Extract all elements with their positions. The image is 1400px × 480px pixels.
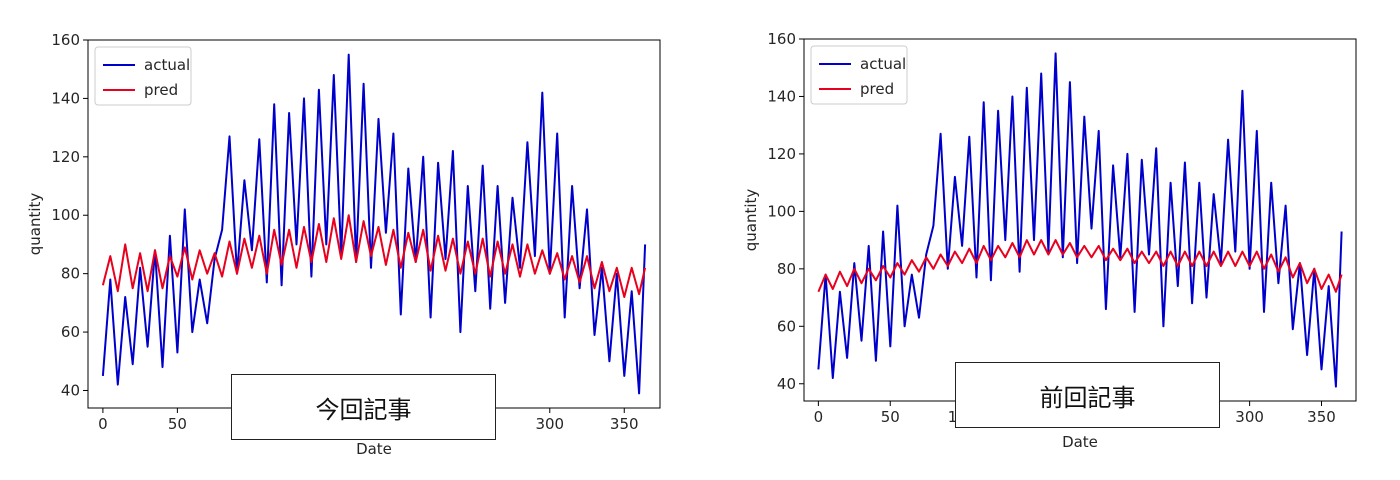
- x-tick-label: 50: [168, 415, 187, 433]
- chart-left: 406080100120140160050100150200250300350D…: [26, 31, 661, 458]
- x-tick-label: 50: [881, 408, 900, 426]
- x-tick-label: 350: [610, 415, 639, 433]
- series-line-pred: [101, 214, 647, 298]
- y-tick-label: 80: [61, 265, 80, 283]
- y-tick-label: 120: [767, 145, 796, 163]
- y-tick-label: 40: [777, 375, 796, 393]
- y-tick-label: 100: [51, 206, 80, 224]
- chart-right: 406080100120140160050100150200250300350D…: [742, 30, 1357, 451]
- y-tick-label: 160: [51, 31, 80, 49]
- series-line-pred: [817, 239, 1343, 293]
- y-tick-label: 100: [767, 202, 796, 220]
- x-tick-label: 300: [1235, 408, 1264, 426]
- overlay-label-right: 前回記事: [955, 362, 1220, 428]
- legend-label-actual: actual: [860, 55, 906, 73]
- y-tick-label: 120: [51, 148, 80, 166]
- x-tick-label: 0: [814, 408, 824, 426]
- x-tick-label: 300: [535, 415, 564, 433]
- legend-label-pred: pred: [144, 81, 178, 99]
- x-axis-label: Date: [356, 440, 392, 458]
- y-tick-label: 160: [767, 30, 796, 48]
- y-tick-label: 60: [777, 317, 796, 335]
- x-tick-label: 350: [1307, 408, 1336, 426]
- y-tick-label: 140: [51, 89, 80, 107]
- legend-label-pred: pred: [860, 80, 894, 98]
- series-line-actual: [101, 53, 647, 395]
- x-axis-label: Date: [1062, 433, 1098, 451]
- y-axis-label: quantity: [742, 189, 760, 252]
- y-tick-label: 40: [61, 381, 80, 399]
- y-tick-label: 60: [61, 323, 80, 341]
- series-line-actual: [817, 52, 1343, 388]
- legend-label-actual: actual: [144, 56, 190, 74]
- y-tick-label: 80: [777, 260, 796, 278]
- x-tick-label: 0: [98, 415, 108, 433]
- overlay-label-left: 今回記事: [231, 374, 496, 440]
- y-tick-label: 140: [767, 87, 796, 105]
- y-axis-label: quantity: [26, 193, 44, 256]
